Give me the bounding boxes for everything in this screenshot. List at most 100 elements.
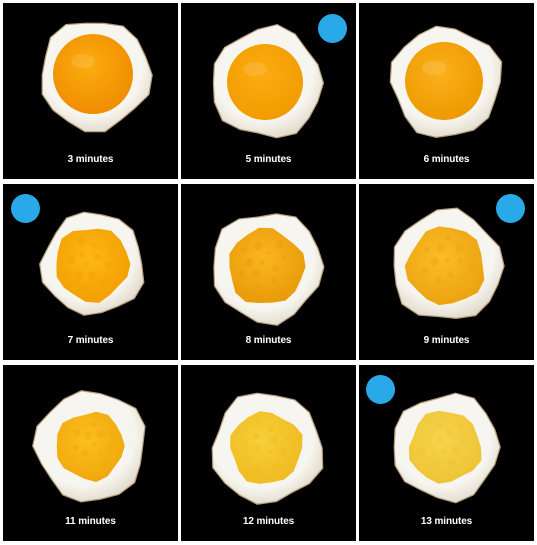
yolk-texture xyxy=(84,262,90,267)
yolk-texture xyxy=(455,243,464,252)
yolk-texture xyxy=(266,250,272,256)
blue-marker-dot xyxy=(11,194,40,223)
yolk-texture xyxy=(96,429,105,439)
yolk-texture xyxy=(460,274,466,279)
yolk-texture xyxy=(446,287,451,293)
yolk-highlight xyxy=(71,54,95,68)
yolk-texture xyxy=(83,431,93,440)
yolk-texture xyxy=(114,271,119,276)
blue-marker-dot xyxy=(318,14,347,43)
cook-time-label: 8 minutes xyxy=(245,335,292,346)
yolk-texture xyxy=(436,244,446,253)
yolk-texture xyxy=(240,247,247,254)
yolk-texture xyxy=(272,462,281,471)
egg-tile-8[interactable]: 12 minutes xyxy=(181,365,356,541)
yolk-texture xyxy=(64,438,69,443)
egg-tile-3[interactable]: 6 minutes xyxy=(359,3,534,179)
egg-tile-5[interactable]: 8 minutes xyxy=(181,184,356,360)
egg-tile-6[interactable]: 9 minutes xyxy=(359,184,534,360)
yolk-texture xyxy=(255,283,262,290)
yolk-texture xyxy=(423,246,431,253)
yolk-texture xyxy=(77,237,86,246)
yolk-texture xyxy=(278,446,287,455)
egg-yolk xyxy=(408,410,482,484)
egg-photo xyxy=(41,22,153,133)
egg-yolk xyxy=(56,228,131,303)
yolk-texture xyxy=(446,429,453,436)
egg-photo xyxy=(32,390,146,503)
yolk-texture xyxy=(252,269,261,279)
yolk-texture xyxy=(423,282,429,288)
yolk-texture xyxy=(90,421,97,428)
yolk-texture xyxy=(253,242,263,251)
cook-time-label: 6 minutes xyxy=(423,154,470,165)
egg-tile-1[interactable]: 3 minutes xyxy=(3,3,178,179)
cook-time-label: 13 minutes xyxy=(420,516,473,527)
cook-time-label: 3 minutes xyxy=(67,154,114,165)
egg-yolk xyxy=(227,44,303,120)
egg-yolk xyxy=(230,411,303,484)
yolk-texture xyxy=(275,240,284,250)
yolk-texture xyxy=(430,461,440,470)
egg-photo xyxy=(212,23,325,139)
yolk-texture xyxy=(239,270,246,277)
yolk-texture xyxy=(421,266,429,274)
yolk-texture xyxy=(431,451,436,456)
yolk-texture xyxy=(81,283,89,291)
yolk-texture xyxy=(105,443,115,452)
yolk-texture xyxy=(71,456,76,462)
yolk-texture xyxy=(458,424,464,430)
yolk-texture xyxy=(447,271,454,278)
yolk-texture xyxy=(435,277,442,284)
yolk-texture xyxy=(92,442,97,447)
yolk-texture xyxy=(430,257,439,266)
yolk-texture xyxy=(66,255,75,264)
yolk-texture xyxy=(442,449,447,455)
yolk-texture xyxy=(252,466,261,475)
cook-time-label: 9 minutes xyxy=(423,335,470,346)
yolk-highlight xyxy=(243,62,267,76)
yolk-texture xyxy=(92,243,97,248)
cook-time-label: 5 minutes xyxy=(245,154,292,165)
yolk-texture xyxy=(72,444,79,451)
yolk-texture xyxy=(63,270,70,277)
egg-tile-2[interactable]: 5 minutes xyxy=(181,3,356,179)
yolk-texture xyxy=(109,250,114,255)
cook-time-label: 12 minutes xyxy=(242,516,295,527)
yolk-texture xyxy=(284,275,290,280)
yolk-texture xyxy=(460,437,467,444)
egg-tile-7[interactable]: 11 minutes xyxy=(3,365,178,541)
egg-photo xyxy=(389,25,503,139)
yolk-texture xyxy=(268,291,274,296)
yolk-texture xyxy=(98,451,103,456)
yolk-texture xyxy=(253,432,260,440)
yolk-texture xyxy=(242,438,248,444)
egg-yolk xyxy=(56,411,125,482)
egg-yolk xyxy=(53,34,133,114)
egg-tile-4[interactable]: 7 minutes xyxy=(3,184,178,360)
yolk-texture xyxy=(267,449,272,454)
egg-yolk xyxy=(404,226,485,306)
egg-tile-9[interactable]: 13 minutes xyxy=(359,365,534,541)
yolk-texture xyxy=(244,257,254,267)
yolk-texture xyxy=(445,258,450,263)
yolk-texture xyxy=(255,421,260,427)
yolk-texture xyxy=(100,277,108,284)
yolk-texture xyxy=(104,261,111,268)
yolk-texture xyxy=(267,425,274,432)
yolk-texture xyxy=(444,234,452,241)
yolk-texture xyxy=(461,456,468,464)
cook-time-label: 7 minutes xyxy=(67,335,114,346)
blue-marker-dot xyxy=(496,194,525,223)
yolk-texture xyxy=(82,449,89,457)
egg-photo xyxy=(39,211,145,316)
yolk-texture xyxy=(416,446,425,455)
cook-time-label: 11 minutes xyxy=(65,516,116,527)
egg-photo xyxy=(393,207,505,320)
yolk-texture xyxy=(270,435,279,445)
yolk-texture xyxy=(457,258,462,263)
yolk-texture xyxy=(94,253,102,261)
yolk-texture xyxy=(79,252,85,257)
yolk-texture xyxy=(88,271,97,280)
